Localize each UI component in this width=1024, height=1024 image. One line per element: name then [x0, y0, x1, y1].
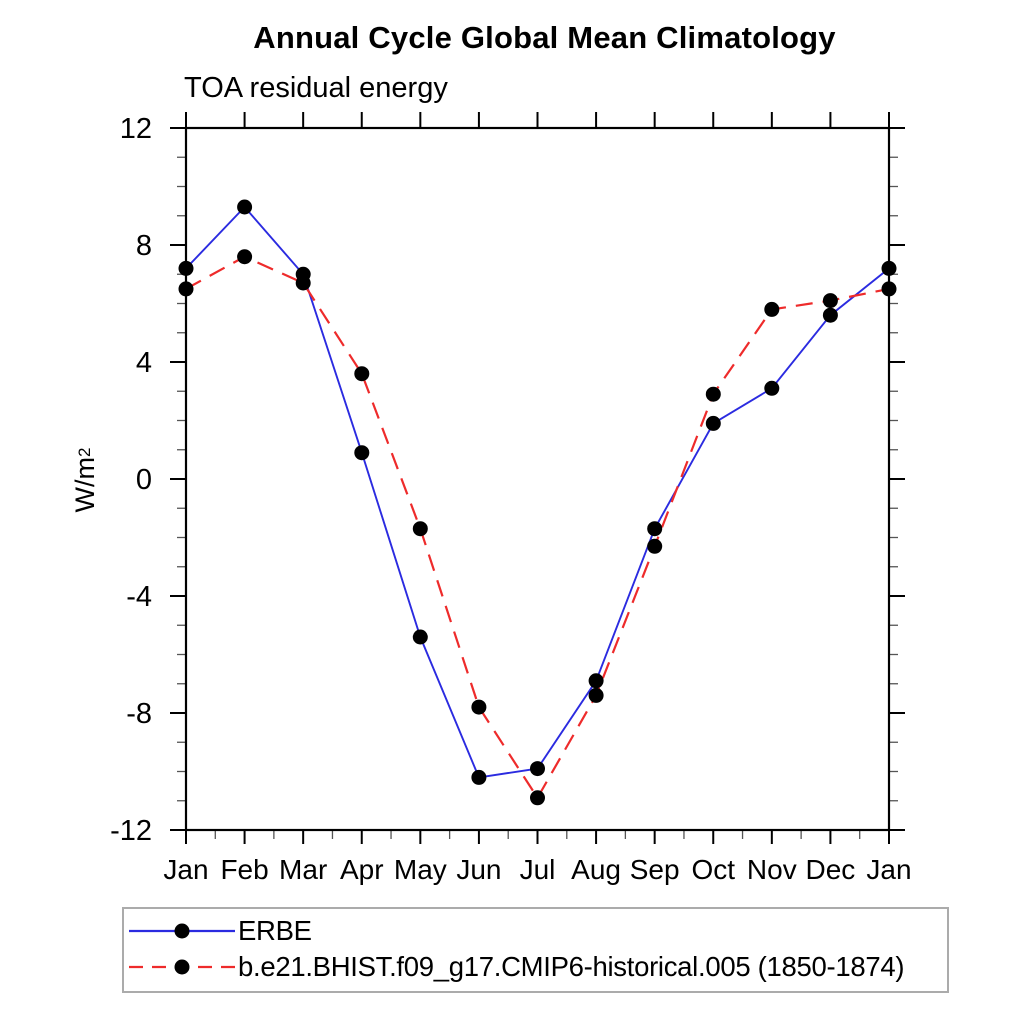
legend-swatch-solid-line-dot-icon — [129, 923, 235, 939]
y-axis-label-base: W/m — [69, 457, 100, 513]
x-tick-label: Nov — [747, 854, 797, 885]
x-tick-label: Jun — [456, 854, 501, 885]
model-series-line — [185, 255, 890, 800]
legend-row-erbe: ERBE — [129, 915, 947, 946]
legend: ERBE b.e21.BHIST.f09_g17.CMIP6-historica… — [122, 907, 949, 993]
erbe-data-point-marker — [530, 761, 545, 777]
model-data-point-marker — [647, 538, 663, 554]
legend-swatch-dashed-line-dot-icon — [129, 959, 235, 975]
erbe-data-point-marker — [705, 415, 721, 431]
erbe-data-point-marker — [237, 199, 253, 215]
x-tick-label: May — [394, 854, 447, 885]
legend-marker-sample — [174, 959, 190, 975]
plot-frame — [184, 126, 891, 832]
y-tick-label: 12 — [120, 113, 152, 145]
y-tick-label: 4 — [136, 347, 152, 379]
chart-title: Annual Cycle Global Mean Climatology — [253, 20, 836, 55]
model-data-point-marker — [705, 386, 721, 402]
x-tick-label: Jan — [163, 854, 208, 885]
erbe-data-point-marker — [588, 673, 604, 689]
model-data-point-marker — [588, 687, 604, 703]
y-tick-label: -12 — [110, 815, 152, 847]
x-tick-label: Feb — [220, 854, 268, 885]
y-tick-label: 0 — [136, 464, 152, 496]
legend-marker-sample — [174, 923, 190, 939]
x-tick-label: Jan — [866, 854, 911, 885]
x-tick-label: Mar — [279, 854, 327, 885]
model-data-point-marker — [354, 366, 370, 382]
legend-label-erbe: ERBE — [238, 915, 312, 946]
erbe-data-point-marker — [471, 769, 487, 785]
erbe-data-point-marker — [764, 380, 780, 396]
model-data-point-marker — [178, 281, 194, 297]
erbe-series-line — [185, 205, 890, 779]
y-tick-label: -4 — [126, 581, 152, 613]
model-data-point-marker — [881, 281, 897, 297]
erbe-data-point-marker — [178, 260, 194, 276]
x-tick-label: Jul — [520, 854, 556, 885]
model-data-point-marker — [237, 249, 253, 265]
x-tick-label: Aug — [571, 854, 621, 885]
erbe-data-point-marker — [412, 629, 428, 645]
model-data-point-marker — [764, 301, 780, 317]
x-tick-label: Apr — [340, 854, 384, 885]
y-tick-label: -8 — [126, 698, 152, 730]
legend-label-model: b.e21.BHIST.f09_g17.CMIP6-historical.005… — [238, 951, 905, 982]
y-axis-label: W/m 2 — [69, 447, 100, 513]
model-data-point-marker — [530, 790, 545, 806]
model-data-point-marker — [471, 699, 487, 715]
legend-row-model: b.e21.BHIST.f09_g17.CMIP6-historical.005… — [129, 951, 947, 982]
erbe-data-point-marker — [647, 521, 663, 537]
model-data-point-marker — [295, 275, 311, 291]
model-data-point-marker — [822, 293, 838, 309]
erbe-data-point-marker — [822, 307, 838, 323]
erbe-data-point-marker — [354, 445, 370, 461]
y-tick-label: 8 — [136, 230, 152, 262]
x-tick-label: Oct — [691, 854, 735, 885]
x-tick-label: Dec — [806, 854, 856, 885]
erbe-data-point-marker — [881, 260, 897, 276]
x-tick-label: Sep — [630, 854, 680, 885]
chart-subtitle: TOA residual energy — [184, 72, 448, 104]
model-data-point-marker — [412, 521, 428, 537]
